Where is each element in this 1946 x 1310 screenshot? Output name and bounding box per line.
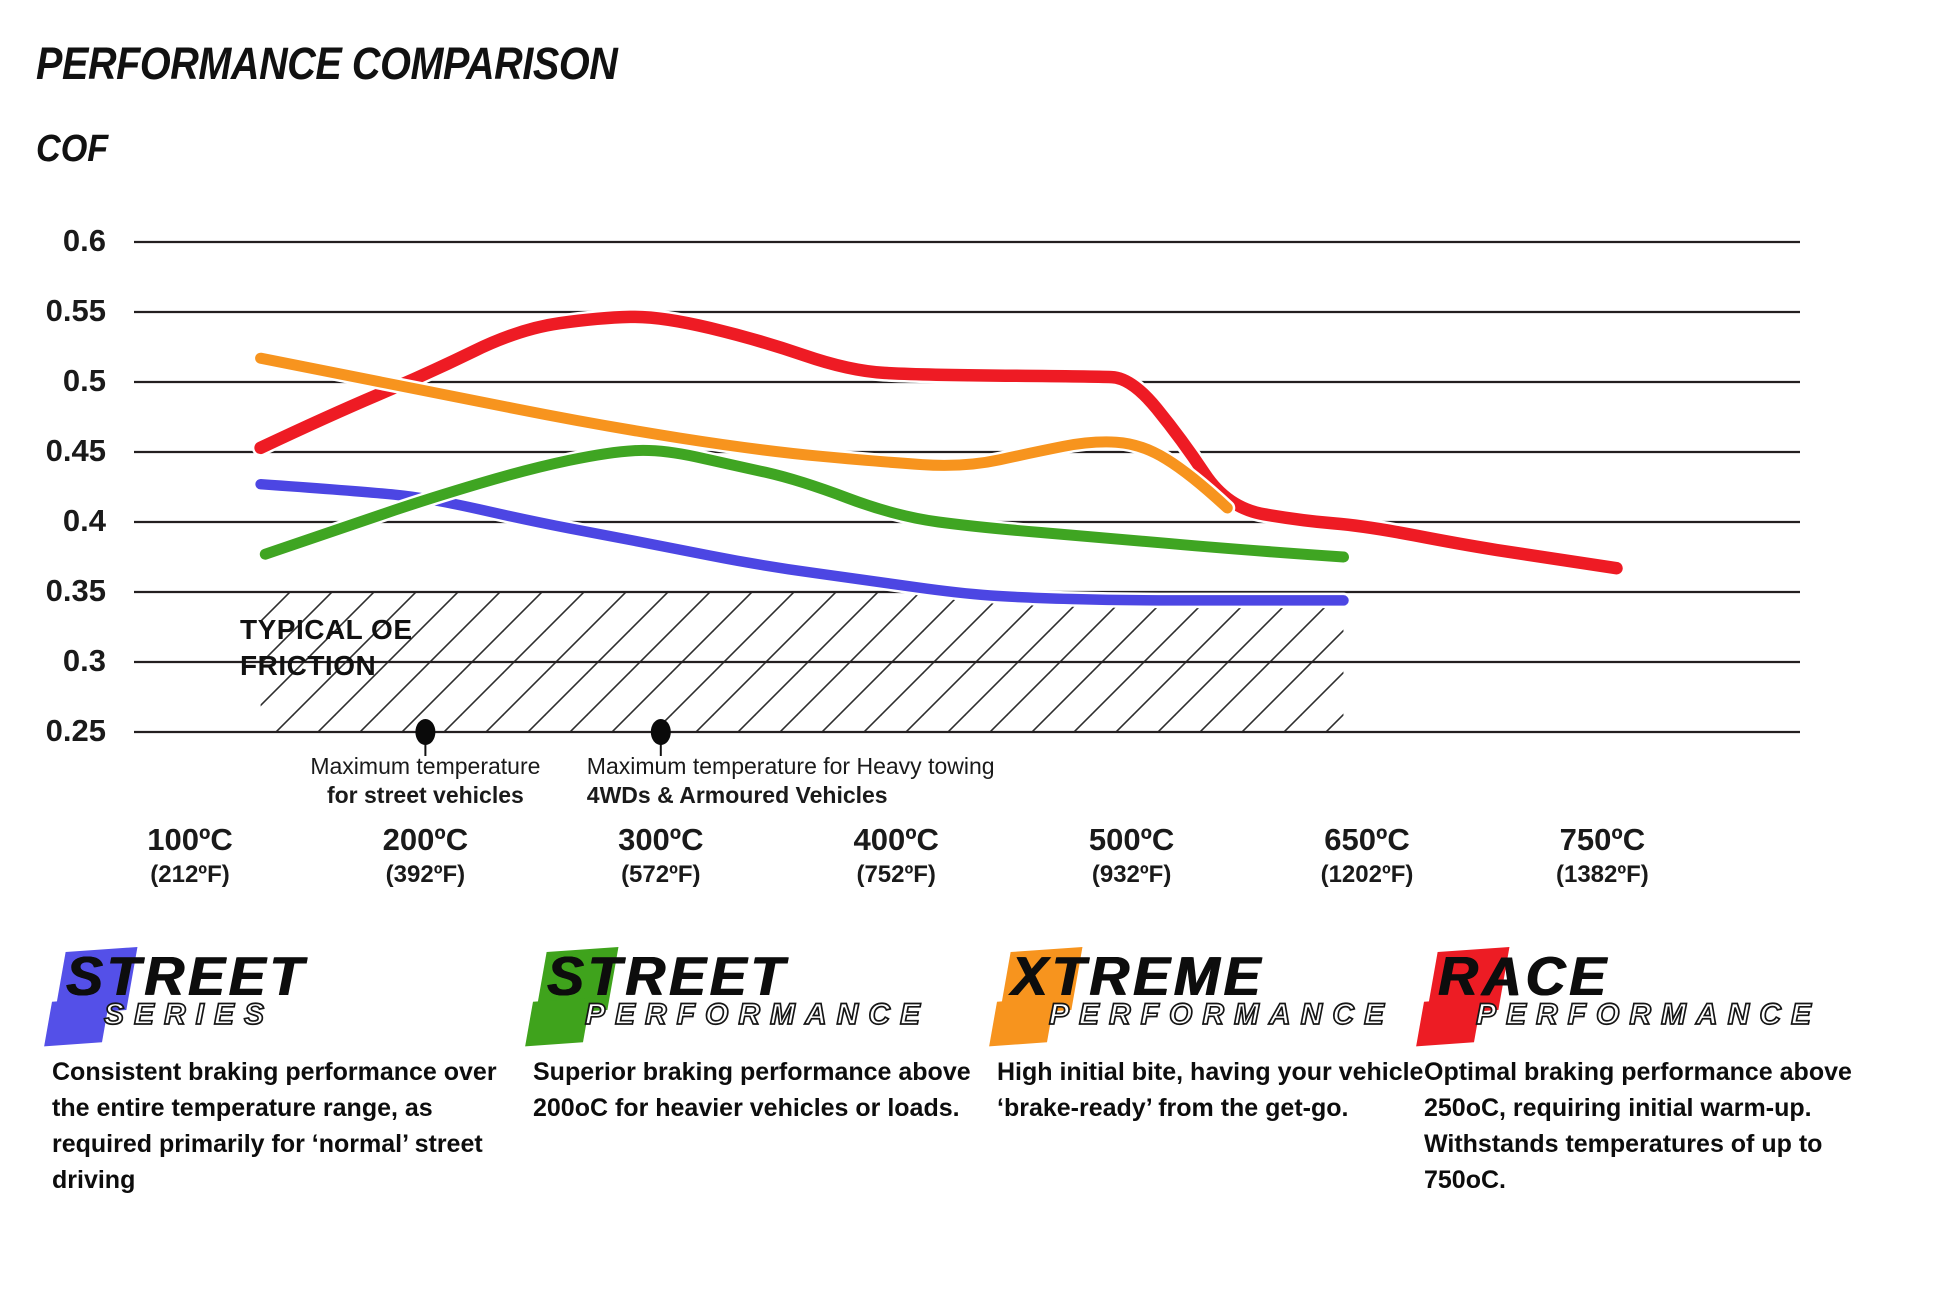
typical-oe-line1: TYPICAL OE xyxy=(240,614,413,645)
logo-word-secondary: SERIES xyxy=(103,997,275,1032)
fahrenheit-label: (212ºF) xyxy=(150,861,230,888)
legend-item-street-series: STREET SERIES Consistent braking performan… xyxy=(44,945,520,1194)
x-tick-label-500: 500ºC (932ºF) xyxy=(1037,822,1227,889)
fahrenheit-label: (1202ºF) xyxy=(1320,861,1414,888)
legend-item-xtreme-performance: XTREME PERFORMANCE High initial bite, havi… xyxy=(989,945,1465,1122)
fahrenheit-label: (932ºF) xyxy=(1091,861,1172,888)
x-tick-label-200: 200ºC (392ºF) xyxy=(330,822,520,889)
celsius-label: 200ºC xyxy=(382,822,469,857)
annotation-line1: Maximum temperature for Heavy towing xyxy=(586,753,995,779)
celsius-label: 100ºC xyxy=(147,822,233,857)
celsius-label: 300ºC xyxy=(618,822,704,857)
x-tick-label-300: 300ºC (572ºF) xyxy=(566,822,756,889)
brand-logo: STREET PERFORMANCE xyxy=(525,945,1001,1048)
annotation-dot-2 xyxy=(650,719,671,745)
logo-word-secondary: PERFORMANCE xyxy=(1048,997,1395,1032)
x-tick-label-650: 650ºC (1202ºF) xyxy=(1272,822,1462,889)
x-tick-label-100: 100ºC (212ºF) xyxy=(95,822,285,889)
cof-line-chart xyxy=(134,240,1800,756)
max-temp-annotation-2: Maximum temperature for Heavy towing 4WDs… xyxy=(587,752,1027,810)
brand-logo: STREET SERIES xyxy=(44,945,520,1048)
y-tick-label-0.35: 0.35 xyxy=(45,573,106,608)
celsius-label: 650ºC xyxy=(1324,822,1410,857)
logo-word-primary: STREET xyxy=(66,945,307,1007)
annotation-line2: 4WDs & Armoured Vehicles xyxy=(586,782,888,808)
x-tick-label-750: 750ºC (1382ºF) xyxy=(1507,822,1697,889)
fahrenheit-label: (752ºF) xyxy=(856,861,936,888)
x-tick-label-400: 400ºC (752ºF) xyxy=(801,822,991,889)
data-series-lines xyxy=(251,308,1626,609)
max-temp-annotation-1: Maximum temperature for street vehicles xyxy=(225,752,625,810)
brand-logo: RACE PERFORMANCE xyxy=(1416,945,1892,1048)
y-axis-title: COF xyxy=(36,128,109,170)
page-title: PERFORMANCE COMPARISON xyxy=(36,38,618,89)
celsius-label: 400ºC xyxy=(853,822,939,857)
y-tick-label-0.25: 0.25 xyxy=(45,713,106,748)
y-tick-label-0.6: 0.6 xyxy=(62,223,106,258)
line-xtreme-performance xyxy=(255,352,1233,514)
logo-word-primary: RACE xyxy=(1438,945,1610,1007)
annotation-line1: Maximum temperature xyxy=(310,753,541,779)
celsius-label: 750ºC xyxy=(1559,822,1646,857)
line-street-series xyxy=(255,478,1349,606)
fahrenheit-label: (1382ºF) xyxy=(1555,861,1649,888)
product-description: High initial bite, having your vehicle ‘… xyxy=(997,1058,1424,1122)
y-tick-label-0.3: 0.3 xyxy=(62,643,106,678)
legend-item-race-performance: RACE PERFORMANCE Optimal braking performan… xyxy=(1416,945,1892,1194)
product-legend: STREET SERIES Consistent braking performan… xyxy=(0,945,1946,1308)
line-race-performance xyxy=(254,310,1623,575)
annotation-line2: for street vehicles xyxy=(326,782,524,808)
logo-word-secondary: PERFORMANCE xyxy=(1475,997,1822,1032)
brand-logo: XTREME PERFORMANCE xyxy=(989,945,1465,1048)
typical-oe-friction-label: TYPICAL OE FRICTION xyxy=(240,612,413,684)
y-tick-label-0.5: 0.5 xyxy=(62,363,106,398)
y-tick-label-0.45: 0.45 xyxy=(45,433,106,468)
product-description: Superior braking performance above 200oC… xyxy=(533,1058,971,1122)
product-description: Consistent braking performance over the … xyxy=(52,1058,497,1194)
y-tick-label-0.55: 0.55 xyxy=(45,293,106,328)
logo-word-primary: STREET xyxy=(547,945,788,1007)
annotation-dot-1 xyxy=(415,719,436,745)
celsius-label: 500ºC xyxy=(1088,822,1175,857)
fahrenheit-label: (572ºF) xyxy=(621,861,701,888)
annotation-dots xyxy=(415,719,671,756)
y-tick-label-0.4: 0.4 xyxy=(62,503,106,538)
product-description: Optimal braking performance above 250oC,… xyxy=(1424,1058,1852,1194)
typical-oe-line2: FRICTION xyxy=(240,650,377,681)
fahrenheit-label: (392ºF) xyxy=(385,861,466,888)
line-street-performance xyxy=(259,444,1349,563)
legend-item-street-performance: STREET PERFORMANCE Superior braking perfor… xyxy=(525,945,1001,1122)
logo-word-secondary: PERFORMANCE xyxy=(584,997,931,1032)
logo-word-primary: XTREME xyxy=(1011,945,1265,1007)
